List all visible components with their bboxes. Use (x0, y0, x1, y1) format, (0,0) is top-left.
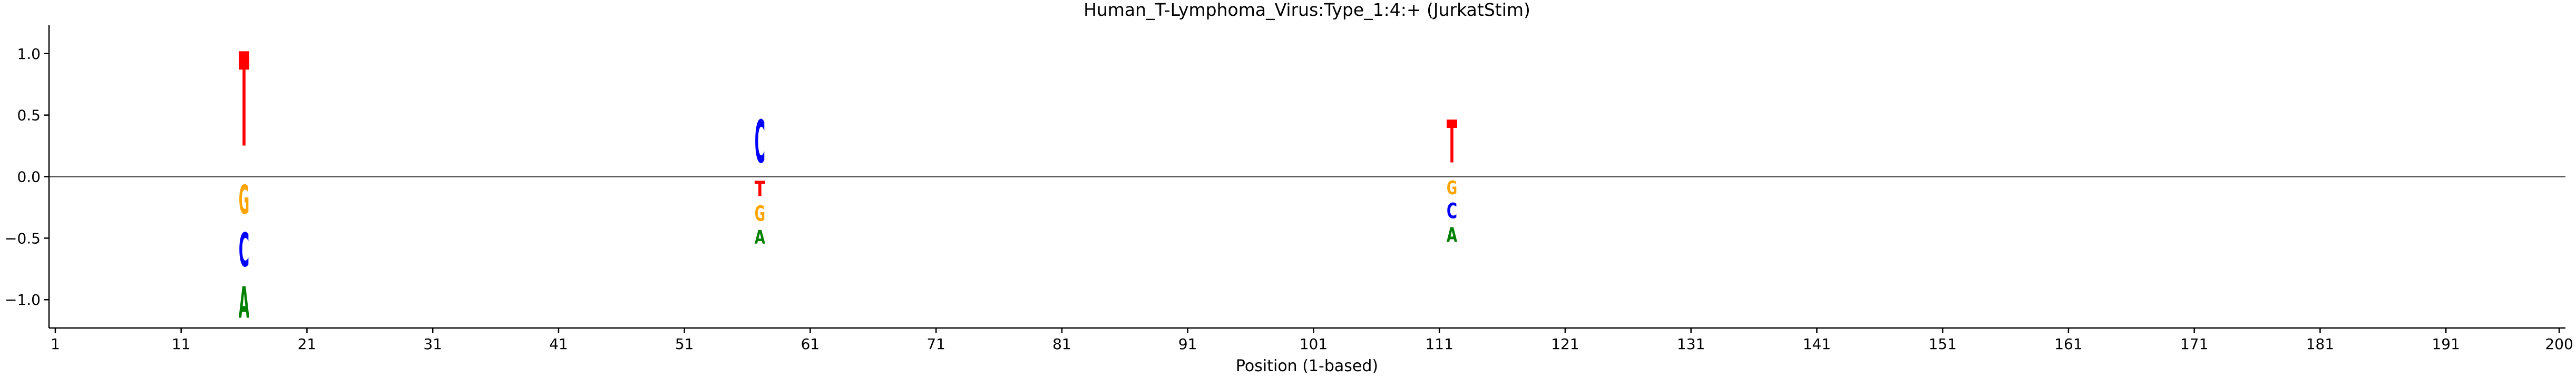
logo-letter-g: G (755, 201, 765, 226)
logo-letter-t: T (239, 26, 249, 176)
x-tick-label: 161 (2054, 335, 2082, 353)
y-tick-label: 1.0 (17, 45, 41, 63)
y-tick-label: 0.5 (17, 107, 41, 124)
x-tick-label: 191 (2432, 335, 2460, 353)
logo-letter-g: G (239, 178, 249, 224)
chart-title: Human_T-Lymphoma_Virus:Type_1:4:+ (Jurka… (1084, 0, 1530, 20)
logo-letter-a: A (1447, 224, 1458, 247)
x-axis-ticks: 1 11 21 31 41 51 61 71 81 91 101 111 121 131 141 151 161… (51, 328, 2573, 353)
x-tick-label: 51 (675, 335, 694, 353)
x-tick-label: 11 (172, 335, 191, 353)
x-tick-label: 21 (298, 335, 317, 353)
x-tick-label: 1 (51, 335, 60, 353)
x-tick-label: 41 (549, 335, 568, 353)
logo-letter-t: T (1447, 108, 1457, 177)
logo-letter-c: C (1447, 200, 1457, 224)
x-axis-title: Position (1-based) (1236, 357, 1378, 375)
x-tick-label: 141 (1803, 335, 1831, 353)
logo-letter-c: C (239, 224, 249, 277)
x-tick-label: 181 (2306, 335, 2334, 353)
x-tick-label: 171 (2180, 335, 2208, 353)
y-tick-label: 0.0 (17, 168, 41, 186)
x-tick-label: 81 (1052, 335, 1071, 353)
logo-letter-a: A (239, 278, 249, 328)
y-tick-label: −1.0 (5, 291, 41, 309)
x-tick-label: 131 (1677, 335, 1705, 353)
x-tick-label: 31 (423, 335, 442, 353)
y-axis-ticks: −1.0 −0.5 0.0 0.5 1.0 (5, 45, 49, 309)
x-tick-label: 151 (1928, 335, 1956, 353)
logo-letter-a: A (755, 226, 766, 248)
x-tick-label: 121 (1551, 335, 1579, 353)
x-tick-label: 101 (1300, 335, 1328, 353)
x-tick-label: 91 (1178, 335, 1197, 353)
x-tick-label: 200 (2545, 335, 2573, 353)
x-tick-label: 61 (801, 335, 820, 353)
y-tick-label: −0.5 (5, 230, 41, 247)
x-tick-label: 71 (926, 335, 945, 353)
logo-letter-g: G (1447, 177, 1457, 199)
logo-letter-c: C (755, 108, 765, 177)
x-tick-label: 111 (1425, 335, 1453, 353)
logo-letter-t: T (755, 177, 765, 202)
